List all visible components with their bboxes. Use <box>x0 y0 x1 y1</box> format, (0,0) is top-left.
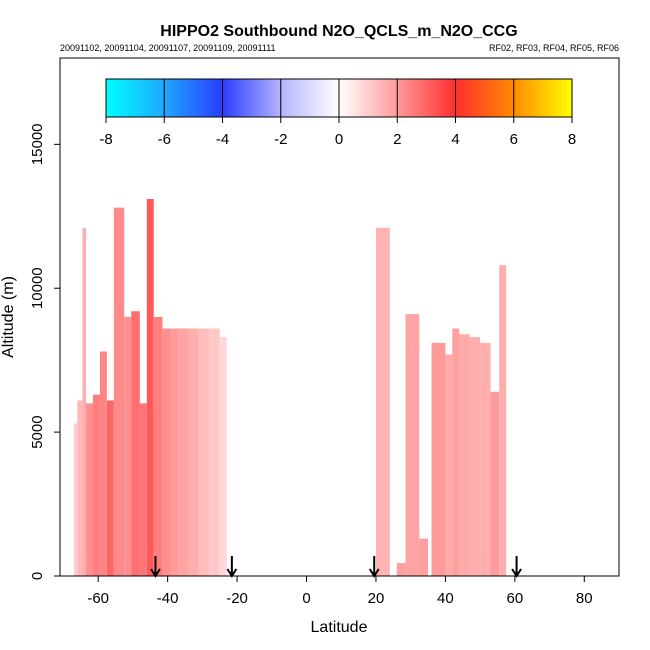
profile-cell-6 <box>106 400 114 576</box>
profile-cell-23 <box>419 538 429 576</box>
x-tick-label: 20 <box>368 590 385 607</box>
colorbar-tick-label: 6 <box>510 131 518 148</box>
colorbar-tick-label: 0 <box>335 131 343 148</box>
profile-cell-13 <box>162 328 172 576</box>
profile-cell-22 <box>405 314 420 576</box>
profile-cell-4 <box>92 394 100 576</box>
profile-cell-18 <box>209 328 220 576</box>
profile-cell-14 <box>171 328 179 576</box>
x-tick-label: -60 <box>87 590 109 607</box>
x-tick-label: 0 <box>302 590 310 607</box>
profile-cell-28 <box>469 337 481 576</box>
colorbar-tick-label: 2 <box>393 131 401 148</box>
profile-cell-12 <box>153 317 163 576</box>
chart-subtitle-flights: RF02, RF03, RF04, RF05, RF06 <box>489 43 619 53</box>
profile-cell-30 <box>490 391 500 576</box>
x-tick-label: -40 <box>157 590 179 607</box>
profile-cell-7 <box>113 207 125 576</box>
x-tick-label: 40 <box>437 590 454 607</box>
profile-cell-8 <box>124 317 132 576</box>
profile-cell-11 <box>146 199 154 576</box>
x-tick-label: -20 <box>226 590 248 607</box>
profile-cell-17 <box>198 328 210 576</box>
profile-cell-1 <box>77 400 83 576</box>
x-axis: -60 -40 -20 0 20 40 60 80 <box>87 576 593 607</box>
x-tick-label: 60 <box>506 590 523 607</box>
profile-cell-21 <box>396 563 406 576</box>
colorbar-frame <box>105 78 573 118</box>
profile-cell-5 <box>99 351 107 576</box>
profile-cell-26 <box>452 328 460 576</box>
colorbar-tick-label: 4 <box>451 131 459 148</box>
data-layer <box>73 199 507 577</box>
profile-cell-19 <box>219 337 227 576</box>
profile-cell-31 <box>499 265 507 576</box>
plot-frame <box>59 57 620 577</box>
colorbar-tick-label: -6 <box>158 131 171 148</box>
flight-arrow-3 <box>511 556 522 578</box>
chart-title: HIPPO2 Southbound N2O_QCLS_m_N2O_CCG <box>160 23 517 40</box>
profile-cell-16 <box>188 328 199 576</box>
y-tick-label: 10000 <box>29 267 46 309</box>
profile-cell-15 <box>178 328 189 576</box>
x-axis-label: Latitude <box>311 619 368 636</box>
profile-cell-29 <box>480 342 491 576</box>
profile-cell-24 <box>431 342 446 576</box>
y-tick-label: 0 <box>29 572 46 580</box>
y-tick-label: 15000 <box>29 123 46 165</box>
profile-cell-0 <box>73 423 78 576</box>
profile-cell-9 <box>131 311 140 576</box>
colorbar-tick-label: 8 <box>568 131 576 148</box>
y-tick-label: 5000 <box>29 415 46 448</box>
profile-cell-2 <box>82 227 87 577</box>
profile-cell-25 <box>445 354 453 576</box>
x-tick-label: 80 <box>576 590 593 607</box>
chart-subtitle-dates: 20091102, 20091104, 20091107, 20091109, … <box>60 43 276 53</box>
profile-cell-3 <box>86 403 93 576</box>
colorbar-tick-label: -2 <box>274 131 287 148</box>
y-axis-label: Altitude (m) <box>0 276 17 358</box>
y-axis: 0 5000 10000 15000 <box>29 123 60 580</box>
colorbar-tick-label: -8 <box>99 131 112 148</box>
profile-cell-20 <box>375 227 390 577</box>
profile-cell-27 <box>459 334 470 576</box>
flight-arrow-1 <box>226 556 238 578</box>
colorbar-tick-label: -4 <box>216 131 229 148</box>
colorbar: -8 -6 -4 -2 0 2 4 6 8 <box>99 78 576 148</box>
profile-cell-10 <box>139 403 147 576</box>
